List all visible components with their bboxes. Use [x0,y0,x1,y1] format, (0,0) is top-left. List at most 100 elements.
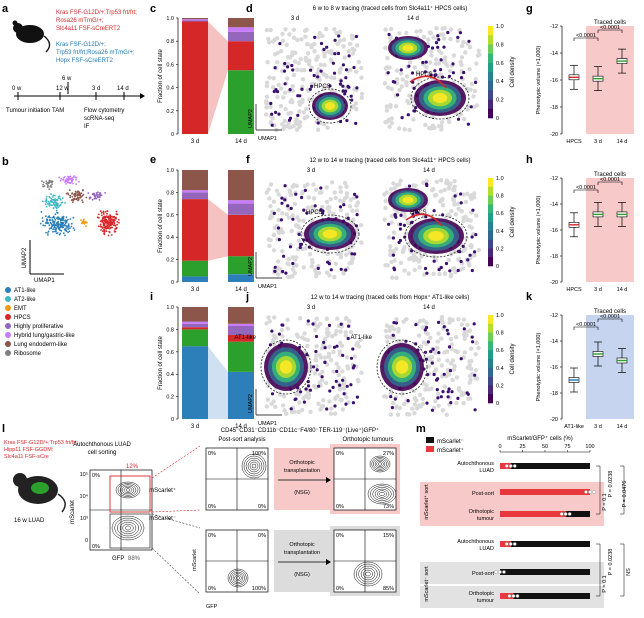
umap-bg-point [330,334,335,339]
umap-b-ylabel: UMAP2 [22,247,28,268]
stack-ylabel: Fraction of cell state [158,198,164,252]
umap-b-point [47,203,49,205]
umap-traced-point [393,397,397,401]
genotype2-line3: Hopx FSF-sCreERT2 [56,58,114,64]
umap-bg-point [429,188,435,193]
umap-bg-point [439,363,444,368]
flow-contour [234,574,242,582]
post-sort-label: Post-sort analysis [218,437,265,443]
umap-traced-point [436,396,440,400]
umap-traced-point [270,112,274,116]
umap-b-point [100,194,103,197]
flow-y-axis-small: mScarlet [192,549,198,571]
umap-bg-point [355,200,361,205]
state-outline [404,214,468,258]
umap-bg-point [287,32,292,37]
umap-b-point [48,188,51,191]
umap-bg-point [346,400,351,405]
flow-contour [376,461,384,467]
stack-tick: 0.4 [166,235,174,241]
colorbar-segment [488,195,493,205]
umap-traced-point [291,217,295,221]
stack-bar-segment [182,329,208,347]
umap-traced-point [439,395,443,399]
umap-b-point [103,223,105,226]
umap-bg-point [439,127,444,132]
umap-bg-point [453,270,458,275]
umap-bg-point [404,74,410,79]
umap-b-point [59,204,62,206]
stack-tick: 0.2 [166,258,174,264]
umap-b-point [115,217,117,220]
density-blob [402,196,414,204]
umap-bg-point [267,40,272,45]
umap-bg-point [323,73,329,78]
stack-bar-segment [228,70,254,134]
umap-bg-point [406,101,412,106]
umap-traced-point [425,271,429,275]
m-tick: 50 [542,444,548,450]
m-row-label: Autochthonous [457,461,494,467]
umap-b-point [81,201,84,204]
umap-traced-point [291,68,295,72]
umap-bg-point [461,218,466,224]
genotype2-line2: Trp53 frt/frt;Rosa26 mTmG/+; [56,50,135,56]
umap-traced-point [346,84,350,88]
umap-bg-point [344,184,349,189]
umap-b-point [52,230,54,233]
umap-bg-point [268,120,273,125]
umap-b-point [42,224,45,227]
umap-bg-point [444,180,449,186]
umap-bg-point [437,271,442,277]
umap-bg-point [442,25,447,31]
colorbar-segment [488,81,493,91]
umap-b-point [41,217,44,219]
umap-traced-point [350,98,354,102]
umap-traced-point [392,321,396,325]
umap-b-point [60,223,63,226]
stack-flow-band [208,199,228,261]
umap-b-point [59,221,62,224]
umap-traced-point [410,71,415,75]
m-point [513,542,517,546]
colorbar-label: Cell density [510,206,516,237]
panel-m: mScarlet⁻ mScarlet⁺ mScarlet/GFP⁺ cells (%… [420,435,632,608]
umap-bg-point [334,328,339,334]
flow-axis-tick: 10⁵ [80,471,88,478]
umap-bg-point [391,230,397,235]
umap-bg-point [451,367,457,372]
umap-traced-point [424,60,428,64]
umap-bg-point [405,220,411,225]
umap-traced-point [462,327,466,331]
colorbar-segment [488,239,493,249]
umap-b-point [45,231,47,234]
colorbar-segment [488,248,493,258]
umap-bg-point [265,397,271,402]
umap-b-point [65,177,68,180]
umap-traced-point [425,183,429,188]
umap-bg-point [296,238,301,243]
umap-bg-point [305,205,311,210]
m-point [508,542,513,546]
umap-bg-point [282,118,287,124]
umap-bg-point [292,59,298,64]
stack-tick: 0.6 [166,62,174,68]
m-legend-label: mScarlet⁻ [437,439,464,445]
umap-traced-point [317,384,321,388]
umap-bg-point [305,337,310,343]
umap-bg-point [392,258,397,263]
umap-bg-point [343,330,348,335]
umap-b-point [61,197,64,200]
umap-bg-point [336,372,341,378]
violin-tick: -20 [550,280,558,286]
umap-b-point [72,198,75,201]
umap-traced-point [472,322,476,326]
umap-traced-point [299,242,304,246]
umap-bg-point [359,75,364,80]
umap-bg-point [302,28,308,33]
stack-bar-segment [182,260,208,277]
umap-bg-point [268,104,273,110]
colorbar-label: Cell density [510,56,516,87]
colorbar-tick: 0 [496,116,499,122]
umap-bg-point [438,189,443,194]
